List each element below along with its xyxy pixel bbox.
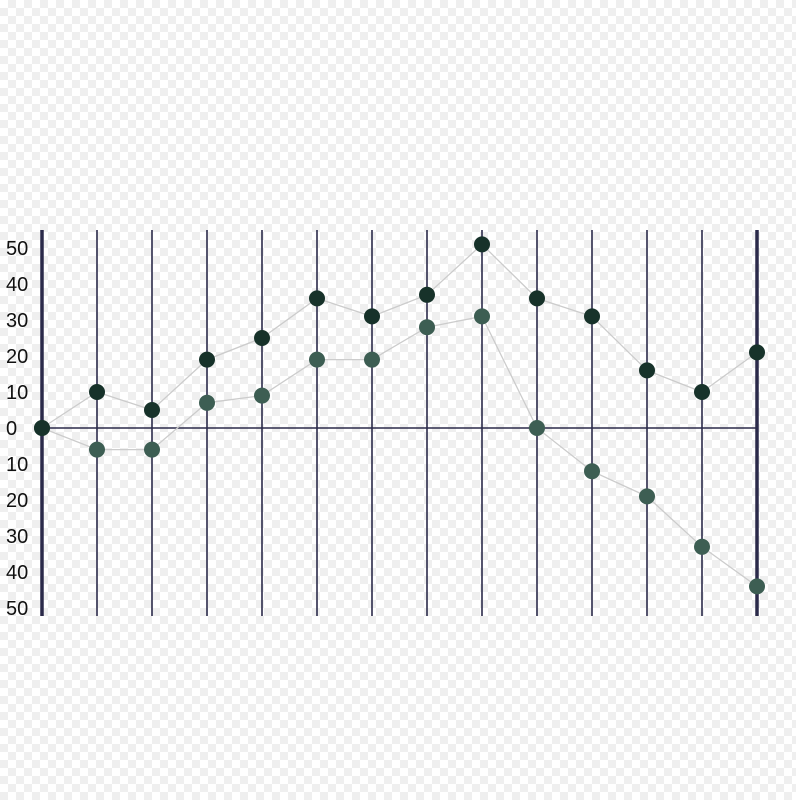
series-2-point bbox=[584, 463, 600, 480]
series-2-point bbox=[144, 441, 160, 458]
series-1-point bbox=[639, 362, 655, 379]
series-2-point bbox=[254, 387, 270, 404]
series-1-point bbox=[474, 236, 490, 253]
series-2-point bbox=[89, 441, 105, 458]
y-tick-label: 30 bbox=[6, 310, 28, 332]
series-1-point bbox=[199, 351, 215, 368]
y-tick-label: 20 bbox=[6, 346, 28, 368]
series-2-point bbox=[199, 394, 215, 411]
series-1-point bbox=[419, 286, 435, 303]
series-1-point bbox=[144, 402, 160, 418]
series-1-point bbox=[89, 384, 105, 400]
series-2-line bbox=[41, 315, 758, 587]
series-1-point bbox=[34, 420, 50, 436]
series-1-point bbox=[309, 290, 325, 307]
series-2-point bbox=[309, 351, 325, 368]
series-2-point bbox=[694, 538, 710, 555]
series-2-point bbox=[529, 420, 545, 436]
y-tick-label: 30 bbox=[6, 526, 28, 548]
series-1-line bbox=[41, 243, 758, 429]
series-2-point bbox=[474, 308, 490, 325]
y-tick-label: 0 bbox=[6, 418, 17, 440]
y-tick-label: 50 bbox=[6, 238, 28, 260]
series-1-point bbox=[749, 344, 765, 361]
series-1-point bbox=[254, 330, 270, 346]
series-2-point bbox=[749, 578, 765, 595]
series-2-point bbox=[419, 319, 435, 336]
y-tick-label: 10 bbox=[6, 454, 28, 476]
series-1-point bbox=[584, 308, 600, 325]
y-tick-label: 50 bbox=[6, 598, 28, 620]
y-tick-label: 40 bbox=[6, 274, 28, 296]
series-2-point bbox=[364, 351, 380, 368]
y-tick-label: 40 bbox=[6, 562, 28, 584]
series-1-point bbox=[364, 308, 380, 325]
series-1-point bbox=[529, 290, 545, 307]
y-tick-label: 10 bbox=[6, 382, 28, 404]
series-1-point bbox=[694, 384, 710, 400]
y-tick-label: 20 bbox=[6, 490, 28, 512]
series-2-point bbox=[639, 488, 655, 505]
